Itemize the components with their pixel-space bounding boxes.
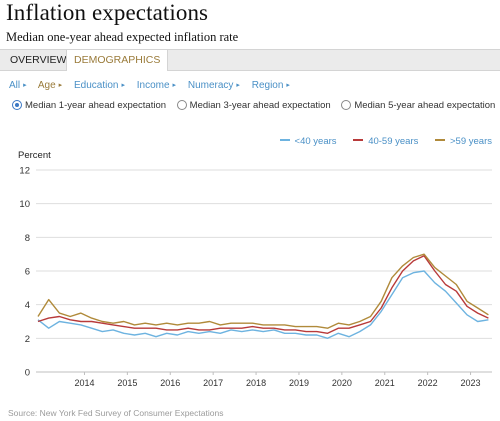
x-tick-label: 2020 <box>332 378 352 388</box>
y-tick-label: 12 <box>19 166 30 177</box>
horizon-radio-group: Median 1-year ahead expectation Median 3… <box>12 100 500 111</box>
legend-swatch <box>353 139 364 141</box>
tab-bar: OVERVIEW DEMOGRAPHICS <box>0 49 500 71</box>
filter-arrow-icon: ▸ <box>121 82 125 89</box>
x-tick-label: 2022 <box>418 378 438 388</box>
series-line-under-40 <box>37 270 489 339</box>
radio-3-year[interactable]: Median 3-year ahead expectation <box>176 100 331 111</box>
inflation-line-chart: 0 2 4 6 8 10 12 2014 2015 2016 2017 2018 2019 2020 202… <box>19 166 492 388</box>
filter-arrow-icon: ▸ <box>23 82 27 89</box>
legend-swatch <box>279 139 290 141</box>
y-tick-label: 4 <box>25 300 30 311</box>
page-title: Inflation expectations <box>6 0 209 25</box>
legend-swatch <box>435 139 445 141</box>
tab-demographics[interactable]: DEMOGRAPHICS <box>66 50 169 71</box>
filter-arrow-icon: ▸ <box>58 82 63 89</box>
filter-bar: All ▸ Age ▸ Education ▸ Income ▸ Numeracy ▸ R… <box>9 80 299 91</box>
filter-arrow-icon: ▸ <box>172 82 177 89</box>
legend-item-under-40[interactable]: <40 years <box>279 136 337 147</box>
x-tick-label: 2014 <box>74 378 94 388</box>
radio-selected-icon <box>12 100 22 110</box>
x-tick-label: 2015 <box>117 378 137 388</box>
radio-3-year-label: Median 3-year ahead expectation <box>189 100 331 111</box>
legend-item-over-59[interactable]: >59 years <box>435 136 492 147</box>
page-subtitle: Median one-year ahead expected inflation… <box>6 30 239 44</box>
radio-1-year[interactable]: Median 1-year ahead expectation <box>12 100 166 111</box>
y-tick-label: 8 <box>25 233 30 244</box>
source-note: Source: New York Fed Survey of Consumer … <box>8 408 224 418</box>
legend-label-40-59: 40-59 years <box>368 136 419 147</box>
x-tick-label: 2023 <box>461 378 481 388</box>
y-tick-label: 2 <box>25 334 30 345</box>
series-line-over-59 <box>37 253 489 329</box>
series-line-40-59 <box>37 255 489 334</box>
x-tick-label: 2019 <box>289 378 309 388</box>
x-tick-label: 2018 <box>246 378 266 388</box>
radio-unselected-icon <box>176 100 187 110</box>
radio-unselected-icon <box>341 100 352 110</box>
x-tick-label: 2017 <box>203 378 223 388</box>
filter-age[interactable]: Age <box>37 80 56 91</box>
legend-label-over-59: >59 years <box>450 136 492 147</box>
y-tick-label: 0 <box>25 368 30 379</box>
filter-income[interactable]: Income <box>136 80 170 91</box>
filter-numeracy[interactable]: Numeracy <box>187 80 234 91</box>
filter-education[interactable]: Education <box>73 80 119 91</box>
filter-arrow-icon: ▸ <box>286 82 290 89</box>
radio-5-year-label: Median 5-year ahead expectation <box>354 100 496 111</box>
y-tick-label: 10 <box>19 199 30 210</box>
x-tick-label: 2021 <box>375 378 395 388</box>
filter-arrow-icon: ▸ <box>236 82 240 89</box>
filter-region[interactable]: Region <box>251 80 284 91</box>
radio-5-year[interactable]: Median 5-year ahead expectation <box>341 100 495 111</box>
chart-legend: <40 years 40-59 years >59 years <box>266 136 492 147</box>
x-tick-label: 2016 <box>160 378 180 388</box>
y-tick-label: 6 <box>25 267 30 278</box>
legend-label-under-40: <40 years <box>294 136 337 147</box>
legend-item-40-59[interactable]: 40-59 years <box>353 136 418 147</box>
filter-all[interactable]: All <box>9 80 21 91</box>
y-axis-title: Percent <box>18 150 51 161</box>
tab-overview[interactable]: OVERVIEW <box>10 54 67 66</box>
radio-1-year-label: Median 1-year ahead expectation <box>25 100 167 111</box>
